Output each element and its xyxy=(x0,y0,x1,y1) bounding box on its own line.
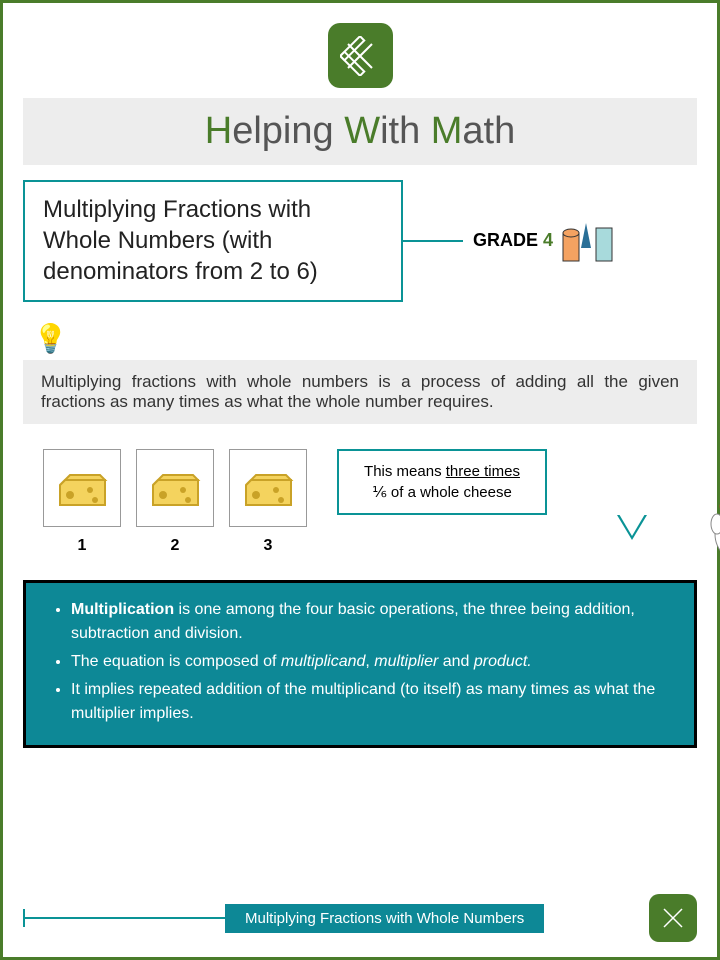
footer-decoration xyxy=(25,917,225,919)
footer: Multiplying Fractions with Whole Numbers xyxy=(23,894,697,942)
cow-icon xyxy=(707,494,720,574)
cheese-number: 2 xyxy=(136,537,214,555)
cheese-icon xyxy=(136,449,214,527)
info-box: Multiplication is one among the four bas… xyxy=(23,580,697,748)
shapes-icon xyxy=(561,218,616,263)
cheese-row: 1 2 3 This means three times ⅙ of a whol… xyxy=(23,449,697,555)
cheese-number: 1 xyxy=(43,537,121,555)
grade-label: GRADE 4 xyxy=(473,230,553,251)
connector-line xyxy=(403,240,463,242)
cheese-item: 2 xyxy=(136,449,214,555)
speech-bubble: This means three times ⅙ of a whole chee… xyxy=(337,449,547,515)
description-box: Multiplying fractions with whole numbers… xyxy=(23,360,697,424)
worksheet-page: Helping With Math Multiplying Fractions … xyxy=(0,0,720,960)
cheese-item: 3 xyxy=(229,449,307,555)
speech-area: This means three times ⅙ of a whole chee… xyxy=(337,449,697,515)
cheese-icon xyxy=(229,449,307,527)
cheese-item: 1 xyxy=(43,449,121,555)
speech-tail xyxy=(617,515,647,540)
topic-box: Multiplying Fractions with Whole Numbers… xyxy=(23,180,403,302)
title-h: H xyxy=(205,110,232,152)
cheese-icon xyxy=(43,449,121,527)
info-bullet: Multiplication is one among the four bas… xyxy=(71,598,669,646)
cheese-group: 1 2 3 xyxy=(43,449,307,555)
logo-container xyxy=(23,23,697,88)
footer-logo-icon xyxy=(649,894,697,942)
info-bullet: It implies repeated addition of the mult… xyxy=(71,678,669,726)
cheese-number: 3 xyxy=(229,537,307,555)
logo-icon xyxy=(328,23,393,88)
page-title: Helping With Math xyxy=(23,98,697,165)
info-bullet: The equation is composed of multiplicand… xyxy=(71,650,669,674)
footer-label: Multiplying Fractions with Whole Numbers xyxy=(225,904,544,933)
lightbulb-icon: 💡 xyxy=(33,322,697,355)
topic-row: Multiplying Fractions with Whole Numbers… xyxy=(23,180,697,302)
